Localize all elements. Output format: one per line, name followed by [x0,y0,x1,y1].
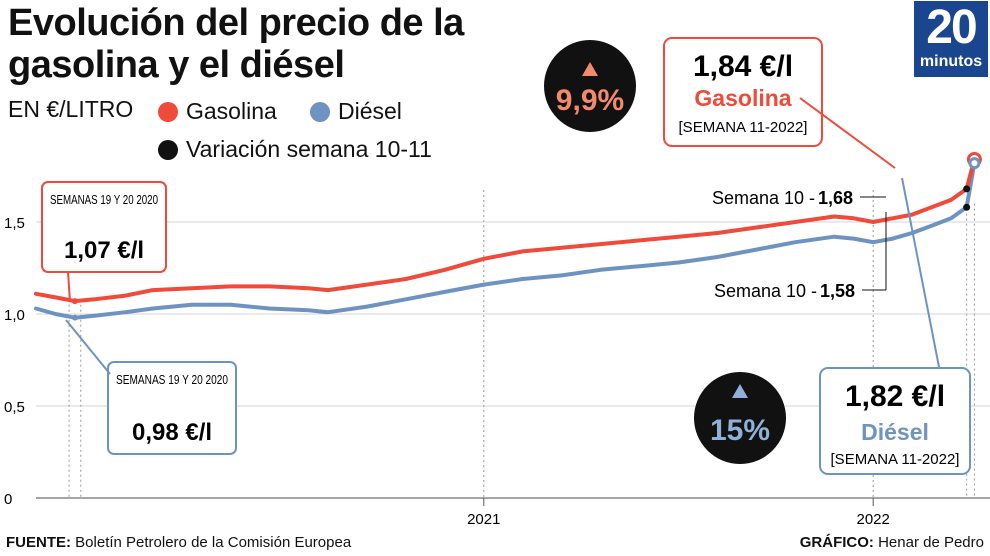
legend-diesel-label: Diésel [338,98,402,124]
legend-variacion-label: Variación semana 10-11 [186,136,432,162]
diesel-start-value: 0,98 €/l [132,419,212,446]
legend-gasolina-label: Gasolina [186,98,277,124]
diesel-week10-value: 1,58 [820,281,855,301]
footer-source-label: FUENTE: [6,534,71,551]
gasolina-dot-icon [158,101,178,122]
gasolina-end-name: Gasolina [694,85,791,111]
legend-variacion: Variación semana 10-11 [158,136,432,163]
footer-source-text: Boletín Petrolero de la Comisión Europea [71,534,352,551]
diesel-end-name: Diésel [861,419,929,445]
diesel-start-callout: SEMANAS 19 Y 20 2020 0,98 €/l [65,319,237,455]
y-tick-label: 1,0 [4,307,25,324]
brand-logo-number: 20 [926,1,977,54]
gasolina-start-callout: SEMANAS 19 Y 20 2020 1,07 €/l [41,181,167,303]
gasolina-end-week: [SEMANA 11-2022] [679,119,808,136]
legend-gasolina: Gasolina [158,98,277,125]
triangle-up-icon [582,62,598,76]
diesel-start-title: SEMANAS 19 Y 20 2020 [116,372,228,387]
gasolina-end-value: 1,84 €/l [693,50,793,83]
brand-logo-word: minutos [919,53,983,70]
brand-logo: 20 minutos [914,1,988,77]
diesel-start-point [71,314,78,321]
chart-title: Evolución del precio de la gasolina y el… [8,2,464,86]
footer-credit-label: GRÁFICO: [799,534,874,551]
diesel-end-value: 1,82 €/l [845,380,945,413]
diesel-dot-icon [310,101,330,122]
diesel-week10-point [963,203,971,211]
gasolina-week10-text: Semana 10 - [712,188,815,208]
x-tick-label: 2022 [856,511,889,528]
unit-label: EN €/LITRO [8,96,134,122]
gasolina-variation-badge: 9,9% [544,40,636,132]
triangle-up-icon [732,384,748,398]
chart-lines [34,151,982,321]
variacion-dot-icon [158,139,178,160]
diesel-end-callout: 1,82 €/l Diésel [SEMANA 11-2022] [819,177,971,475]
gasolina-variation-value: 9,9% [556,84,624,117]
gasolina-line [34,157,977,304]
diesel-week10-text: Semana 10 - [714,281,817,301]
gasolina-end-callout: 1,84 €/l Gasolina [SEMANA 11-2022] [663,37,896,169]
gasolina-week10-label: Semana 10 - 1,68 [712,188,886,208]
x-tick-label: 2021 [467,511,500,528]
footer-credit: GRÁFICO: Henar de Pedro [800,534,984,551]
gasolina-start-point [71,298,78,305]
gasolina-week10-value: 1,68 [818,188,853,208]
diesel-variation-value: 15% [710,414,770,447]
gasolina-week10-point [963,185,971,193]
diesel-end-week: [SEMANA 11-2022] [831,451,960,468]
gasolina-start-value: 1,07 €/l [64,237,144,264]
footer-source: FUENTE: Boletín Petrolero de la Comisión… [6,534,351,551]
footer-credit-text: Henar de Pedro [873,534,984,551]
diesel-line [34,161,977,320]
y-tick-label: 0,5 [4,399,25,416]
diesel-variation-badge: 15% [694,372,786,464]
gasolina-start-title: SEMANAS 19 Y 20 2020 [50,192,158,207]
y-tick-label: 1,5 [4,215,25,232]
legend-diesel: Diésel [310,98,402,125]
y-tick-label: 0 [4,491,12,508]
diesel-week10-label: Semana 10 - 1,58 [714,212,887,301]
diesel-end-point [968,157,981,170]
